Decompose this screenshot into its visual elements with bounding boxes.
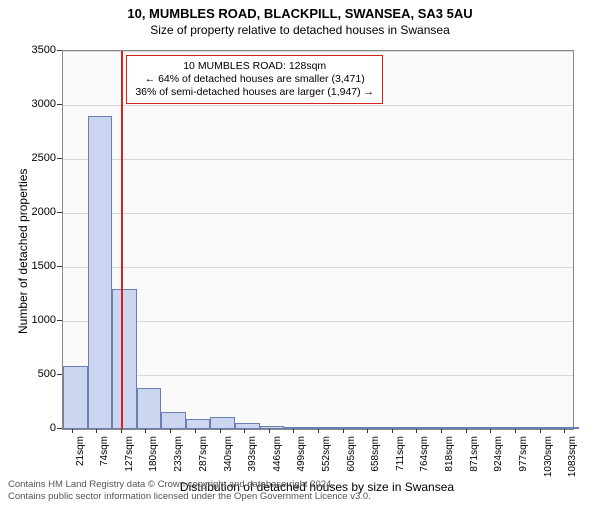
- y-tick-mark: [57, 104, 62, 105]
- y-tick-label: 1500: [16, 260, 56, 272]
- histogram-bar: [505, 427, 530, 429]
- annotation-line: 36% of semi-detached houses are larger (…: [135, 86, 374, 99]
- histogram-chart: 10 MUMBLES ROAD: 128sqm← 64% of detached…: [62, 50, 572, 428]
- y-tick-mark: [57, 158, 62, 159]
- x-tick-label: 764sqm: [419, 436, 430, 486]
- histogram-bar: [432, 427, 457, 429]
- footer-line-2: Contains public sector information licen…: [8, 491, 371, 502]
- histogram-bar: [382, 427, 407, 429]
- y-tick-label: 500: [16, 368, 56, 380]
- histogram-bar: [63, 366, 88, 429]
- x-tick-label: 924sqm: [493, 436, 504, 486]
- histogram-bar: [88, 116, 113, 429]
- histogram-bar: [407, 427, 432, 429]
- histogram-bar: [235, 423, 260, 429]
- histogram-bar: [260, 426, 285, 429]
- gridline: [63, 105, 573, 106]
- x-tick-label: 233sqm: [173, 436, 184, 486]
- x-tick-label: 393sqm: [247, 436, 258, 486]
- page-title: 10, MUMBLES ROAD, BLACKPILL, SWANSEA, SA…: [0, 6, 600, 21]
- x-tick-label: 871sqm: [469, 436, 480, 486]
- histogram-bar: [333, 427, 358, 429]
- y-tick-mark: [57, 50, 62, 51]
- x-tick-label: 977sqm: [518, 436, 529, 486]
- attribution-footer: Contains HM Land Registry data © Crown c…: [8, 479, 371, 502]
- y-tick-mark: [57, 266, 62, 267]
- y-tick-label: 2000: [16, 206, 56, 218]
- plot-area: 10 MUMBLES ROAD: 128sqm← 64% of detached…: [62, 50, 574, 430]
- x-tick-label: 499sqm: [296, 436, 307, 486]
- gridline: [63, 213, 573, 214]
- histogram-bar: [284, 427, 309, 429]
- y-tick-label: 3000: [16, 98, 56, 110]
- y-tick-mark: [57, 212, 62, 213]
- histogram-bar: [210, 417, 235, 429]
- histogram-bar: [358, 427, 383, 429]
- footer-line-1: Contains HM Land Registry data © Crown c…: [8, 479, 371, 490]
- x-tick-label: 74sqm: [99, 436, 110, 486]
- x-tick-label: 287sqm: [198, 436, 209, 486]
- x-tick-label: 711sqm: [395, 436, 406, 486]
- annotation-box: 10 MUMBLES ROAD: 128sqm← 64% of detached…: [126, 55, 383, 104]
- histogram-bar: [137, 388, 162, 429]
- x-tick-label: 340sqm: [223, 436, 234, 486]
- y-tick-label: 3500: [16, 44, 56, 56]
- x-tick-label: 605sqm: [346, 436, 357, 486]
- annotation-line: 10 MUMBLES ROAD: 128sqm: [135, 60, 374, 73]
- gridline: [63, 321, 573, 322]
- histogram-bar: [161, 412, 186, 429]
- histogram-bar: [309, 427, 334, 429]
- x-tick-label: 446sqm: [272, 436, 283, 486]
- y-tick-mark: [57, 320, 62, 321]
- y-tick-label: 1000: [16, 314, 56, 326]
- y-tick-mark: [57, 374, 62, 375]
- y-tick-label: 2500: [16, 152, 56, 164]
- x-tick-label: 552sqm: [321, 436, 332, 486]
- histogram-bar: [530, 427, 555, 429]
- x-tick-label: 127sqm: [124, 436, 135, 486]
- annotation-line: ← 64% of detached houses are smaller (3,…: [135, 73, 374, 86]
- x-tick-label: 180sqm: [148, 436, 159, 486]
- gridline: [63, 267, 573, 268]
- x-tick-label: 658sqm: [370, 436, 381, 486]
- histogram-bar: [112, 289, 137, 429]
- gridline: [63, 375, 573, 376]
- gridline: [63, 159, 573, 160]
- x-tick-label: 21sqm: [75, 436, 86, 486]
- histogram-bar: [554, 427, 579, 429]
- x-tick-label: 818sqm: [444, 436, 455, 486]
- y-tick-label: 0: [16, 422, 56, 434]
- histogram-bar: [481, 427, 506, 429]
- page-subtitle: Size of property relative to detached ho…: [0, 23, 600, 37]
- property-marker-line: [121, 51, 123, 429]
- x-tick-label: 1030sqm: [543, 436, 554, 486]
- histogram-bar: [186, 419, 211, 429]
- histogram-bar: [456, 427, 481, 429]
- x-tick-label: 1083sqm: [567, 436, 578, 486]
- gridline: [63, 51, 573, 52]
- y-axis-title: Number of detached properties: [16, 169, 30, 334]
- y-tick-mark: [57, 428, 62, 429]
